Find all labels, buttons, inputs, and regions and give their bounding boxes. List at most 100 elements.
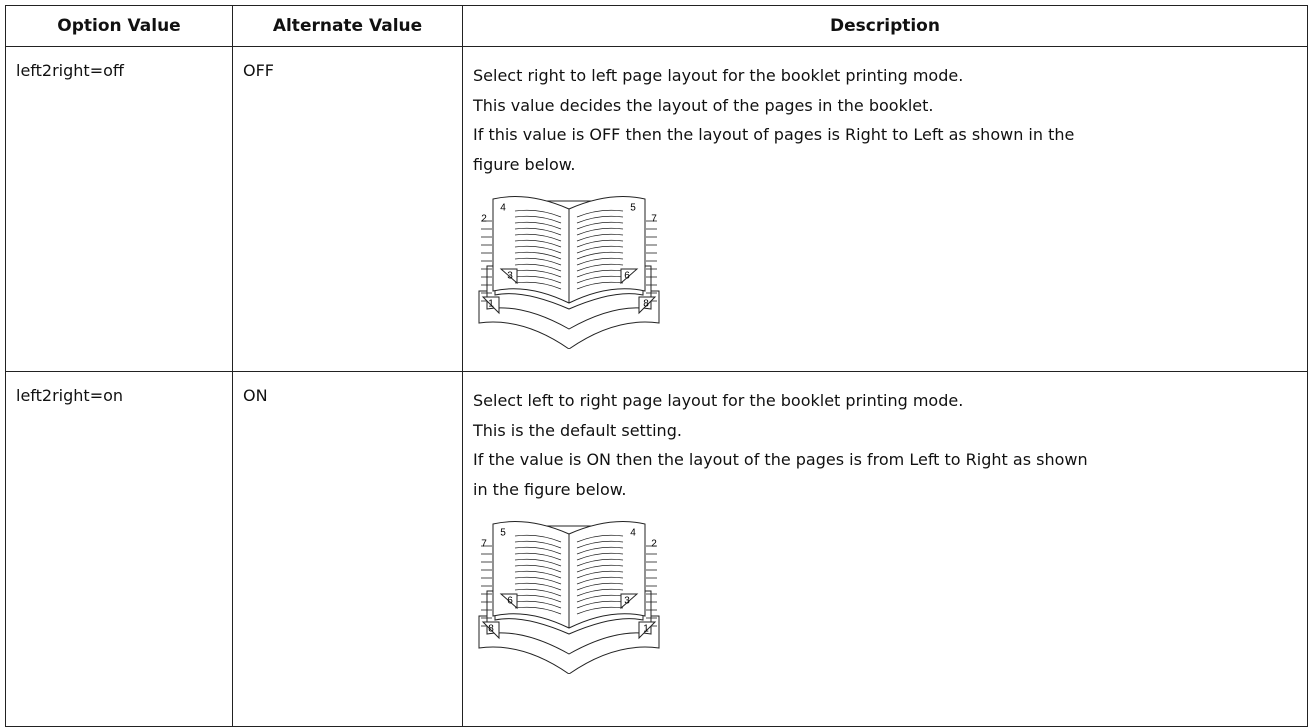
text-line: [576, 576, 624, 585]
page-number: 1: [643, 624, 649, 635]
text-line: [514, 576, 562, 585]
page-number: 8: [643, 299, 649, 310]
page-number: 3: [624, 596, 630, 607]
header-cell: Description: [462, 5, 1308, 47]
text-line: [576, 275, 624, 284]
text-line: [576, 221, 624, 230]
text-line: [514, 209, 562, 218]
text-line: [576, 594, 624, 603]
page-number: 6: [624, 271, 630, 282]
text-line: [514, 600, 562, 609]
page: Option Value Alternate Value Description…: [5, 5, 1308, 727]
alternate-cell: ON: [232, 371, 463, 727]
text-line: [576, 546, 624, 555]
text-line: [514, 257, 562, 266]
text-line: [514, 534, 562, 543]
text-line: [514, 233, 562, 242]
header-row: Option Value Alternate Value Description: [5, 5, 1308, 47]
text-line: [576, 233, 624, 242]
page-number: 4: [630, 528, 636, 539]
text-line: [576, 215, 624, 224]
description-line: Select right to left page layout for the…: [473, 66, 964, 85]
text-line: [576, 239, 624, 248]
text-line: [576, 251, 624, 260]
text-line: [514, 281, 562, 290]
option-cell: left2right=off: [5, 46, 233, 372]
options-table: Option Value Alternate Value Description…: [5, 5, 1308, 727]
text-line: [514, 540, 562, 549]
page-corner: [638, 296, 657, 315]
header-cell: Alternate Value: [232, 5, 463, 47]
description-line: If the value is ON then the layout of th…: [473, 450, 1088, 469]
page-number: 7: [481, 539, 487, 550]
page-number: 8: [488, 624, 494, 635]
text-line: [576, 606, 624, 615]
page-corner: [638, 621, 657, 640]
text-line: [514, 215, 562, 224]
alternate-cell: OFF: [232, 46, 463, 372]
page-corner: [499, 593, 518, 610]
text-line: [514, 227, 562, 236]
text-line: [514, 245, 562, 254]
page-number: 6: [507, 596, 513, 607]
text-line: [514, 251, 562, 260]
description-line: This value decides the layout of the pag…: [473, 95, 934, 115]
booklet-figure: 4 5 2 7 3 6 1 8: [478, 196, 660, 349]
text-line: [514, 558, 562, 567]
text-line: [514, 263, 562, 272]
page-number: 2: [651, 539, 657, 550]
text-line: [576, 570, 624, 579]
page-number: 4: [500, 203, 506, 214]
description-line: Select left to right page layout for the…: [473, 391, 964, 410]
header-cell: Option Value: [5, 5, 233, 47]
text-line: [514, 275, 562, 284]
text-line: [576, 558, 624, 567]
page-corner: [620, 268, 639, 285]
page-number: 5: [630, 203, 636, 214]
text-line: [576, 582, 624, 591]
text-line: [576, 552, 624, 561]
text-line: [576, 269, 624, 278]
text-line: [514, 269, 562, 278]
page-number: 1: [488, 299, 494, 310]
text-line: [514, 594, 562, 603]
text-line: [576, 281, 624, 290]
text-line: [576, 263, 624, 272]
text-line: [576, 209, 624, 218]
page-number: 2: [481, 214, 487, 225]
text-line: [576, 227, 624, 236]
text-line: [514, 564, 562, 573]
text-line: [576, 540, 624, 549]
page-corner: [481, 621, 500, 640]
text-line: [514, 552, 562, 561]
row: left2right=on ON Select left to right pa…: [5, 371, 1308, 727]
text-line: [514, 570, 562, 579]
description-line: This is the default setting.: [473, 420, 682, 440]
text-line: [514, 606, 562, 615]
text-line: [514, 588, 562, 597]
page-number: 3: [507, 271, 513, 282]
page-corner: [499, 268, 518, 285]
text-line: [576, 245, 624, 254]
page-corner: [620, 593, 639, 610]
description-line: in the figure below.: [473, 479, 627, 499]
page-corner: [481, 296, 500, 315]
row: left2right=off OFF Select right to left …: [5, 46, 1308, 372]
text-line: [576, 600, 624, 609]
booklet-figure: 5 4 7 2 6 3 8 1: [478, 521, 660, 674]
text-line: [576, 534, 624, 543]
text-line: [514, 239, 562, 248]
page-number: 5: [500, 528, 506, 539]
text-line: [576, 257, 624, 266]
description-line: If this value is OFF then the layout of …: [473, 125, 1075, 144]
option-cell: left2right=on: [5, 371, 233, 727]
text-line: [514, 221, 562, 230]
text-line: [514, 582, 562, 591]
page-number: 7: [651, 214, 657, 225]
description-cell: Select left to right page layout for the…: [462, 371, 1308, 727]
text-line: [576, 564, 624, 573]
description-line: figure below.: [473, 154, 576, 174]
text-line: [514, 546, 562, 555]
description-cell: Select right to left page layout for the…: [462, 46, 1308, 372]
text-line: [576, 588, 624, 597]
